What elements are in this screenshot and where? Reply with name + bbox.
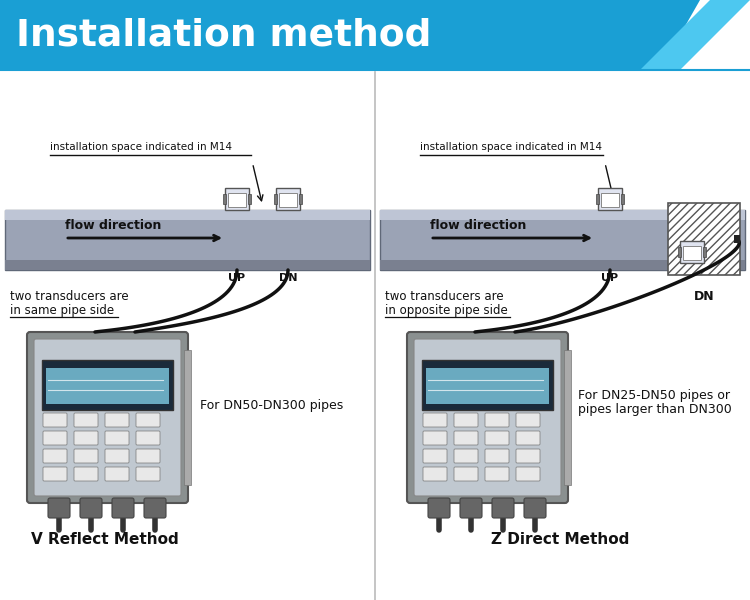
Bar <box>380 210 745 270</box>
FancyBboxPatch shape <box>105 467 129 481</box>
FancyBboxPatch shape <box>423 467 447 481</box>
Text: flow direction: flow direction <box>430 219 526 232</box>
FancyBboxPatch shape <box>454 449 478 463</box>
Text: Installation method: Installation method <box>16 17 431 53</box>
Text: two transducers are: two transducers are <box>10 290 129 303</box>
Bar <box>279 193 297 207</box>
FancyBboxPatch shape <box>454 431 478 445</box>
FancyBboxPatch shape <box>423 449 447 463</box>
Bar <box>299 194 302 204</box>
FancyBboxPatch shape <box>414 339 561 496</box>
FancyBboxPatch shape <box>524 498 546 518</box>
FancyBboxPatch shape <box>485 431 509 445</box>
FancyBboxPatch shape <box>460 498 482 518</box>
Text: installation space indicated in M14: installation space indicated in M14 <box>50 142 232 152</box>
FancyBboxPatch shape <box>74 449 98 463</box>
Bar <box>683 246 701 260</box>
Bar <box>42 360 173 410</box>
Bar <box>248 194 251 204</box>
Bar <box>678 247 681 257</box>
Bar <box>225 188 249 210</box>
Polygon shape <box>0 0 700 70</box>
Bar <box>422 360 553 410</box>
FancyBboxPatch shape <box>43 467 67 481</box>
FancyBboxPatch shape <box>74 413 98 427</box>
Bar <box>276 188 300 210</box>
FancyBboxPatch shape <box>136 413 160 427</box>
Bar <box>703 247 706 257</box>
Bar <box>184 350 191 485</box>
Text: Z Direct Method: Z Direct Method <box>490 533 629 547</box>
Text: in same pipe side: in same pipe side <box>10 304 114 317</box>
FancyBboxPatch shape <box>428 498 450 518</box>
FancyBboxPatch shape <box>407 332 568 503</box>
FancyBboxPatch shape <box>485 467 509 481</box>
Text: For DN25-DN50 pipes or: For DN25-DN50 pipes or <box>578 389 730 401</box>
FancyBboxPatch shape <box>43 413 67 427</box>
FancyBboxPatch shape <box>516 413 540 427</box>
FancyBboxPatch shape <box>43 449 67 463</box>
Bar <box>380 260 745 270</box>
Bar <box>601 193 619 207</box>
FancyBboxPatch shape <box>34 339 181 496</box>
FancyBboxPatch shape <box>136 431 160 445</box>
Text: in opposite pipe side: in opposite pipe side <box>385 304 508 317</box>
FancyBboxPatch shape <box>136 449 160 463</box>
FancyBboxPatch shape <box>423 413 447 427</box>
FancyBboxPatch shape <box>492 498 514 518</box>
Text: UP: UP <box>229 273 245 283</box>
FancyBboxPatch shape <box>516 449 540 463</box>
FancyBboxPatch shape <box>48 498 70 518</box>
Bar <box>274 194 277 204</box>
Bar <box>668 203 740 275</box>
Bar <box>596 194 599 204</box>
FancyBboxPatch shape <box>144 498 166 518</box>
Bar <box>680 241 704 263</box>
FancyBboxPatch shape <box>485 413 509 427</box>
Text: pipes larger than DN300: pipes larger than DN300 <box>578 403 732 415</box>
FancyBboxPatch shape <box>43 431 67 445</box>
FancyBboxPatch shape <box>516 467 540 481</box>
FancyBboxPatch shape <box>105 431 129 445</box>
FancyBboxPatch shape <box>423 431 447 445</box>
Bar <box>5 260 370 270</box>
FancyBboxPatch shape <box>516 431 540 445</box>
Bar <box>5 210 370 270</box>
FancyBboxPatch shape <box>105 449 129 463</box>
Text: V Reflect Method: V Reflect Method <box>31 533 178 547</box>
FancyBboxPatch shape <box>105 413 129 427</box>
Text: two transducers are: two transducers are <box>385 290 504 303</box>
FancyBboxPatch shape <box>74 431 98 445</box>
Bar <box>621 194 624 204</box>
FancyBboxPatch shape <box>74 467 98 481</box>
FancyBboxPatch shape <box>112 498 134 518</box>
Bar <box>228 193 246 207</box>
Bar <box>564 350 571 485</box>
Bar <box>426 368 549 404</box>
Polygon shape <box>640 0 750 70</box>
Text: UP: UP <box>602 273 619 283</box>
Bar <box>46 368 169 404</box>
FancyBboxPatch shape <box>27 332 188 503</box>
Text: For DN50-DN300 pipes: For DN50-DN300 pipes <box>200 398 344 412</box>
Text: DN: DN <box>279 273 297 283</box>
FancyBboxPatch shape <box>454 467 478 481</box>
FancyBboxPatch shape <box>136 467 160 481</box>
Text: DN: DN <box>694 290 714 303</box>
Bar <box>5 210 370 220</box>
FancyBboxPatch shape <box>454 413 478 427</box>
Bar <box>223 194 226 204</box>
Bar <box>734 235 740 243</box>
Bar <box>380 210 745 220</box>
Text: installation space indicated in M14: installation space indicated in M14 <box>420 142 602 152</box>
Text: flow direction: flow direction <box>65 219 161 232</box>
FancyBboxPatch shape <box>80 498 102 518</box>
FancyBboxPatch shape <box>485 449 509 463</box>
Bar <box>598 188 622 210</box>
